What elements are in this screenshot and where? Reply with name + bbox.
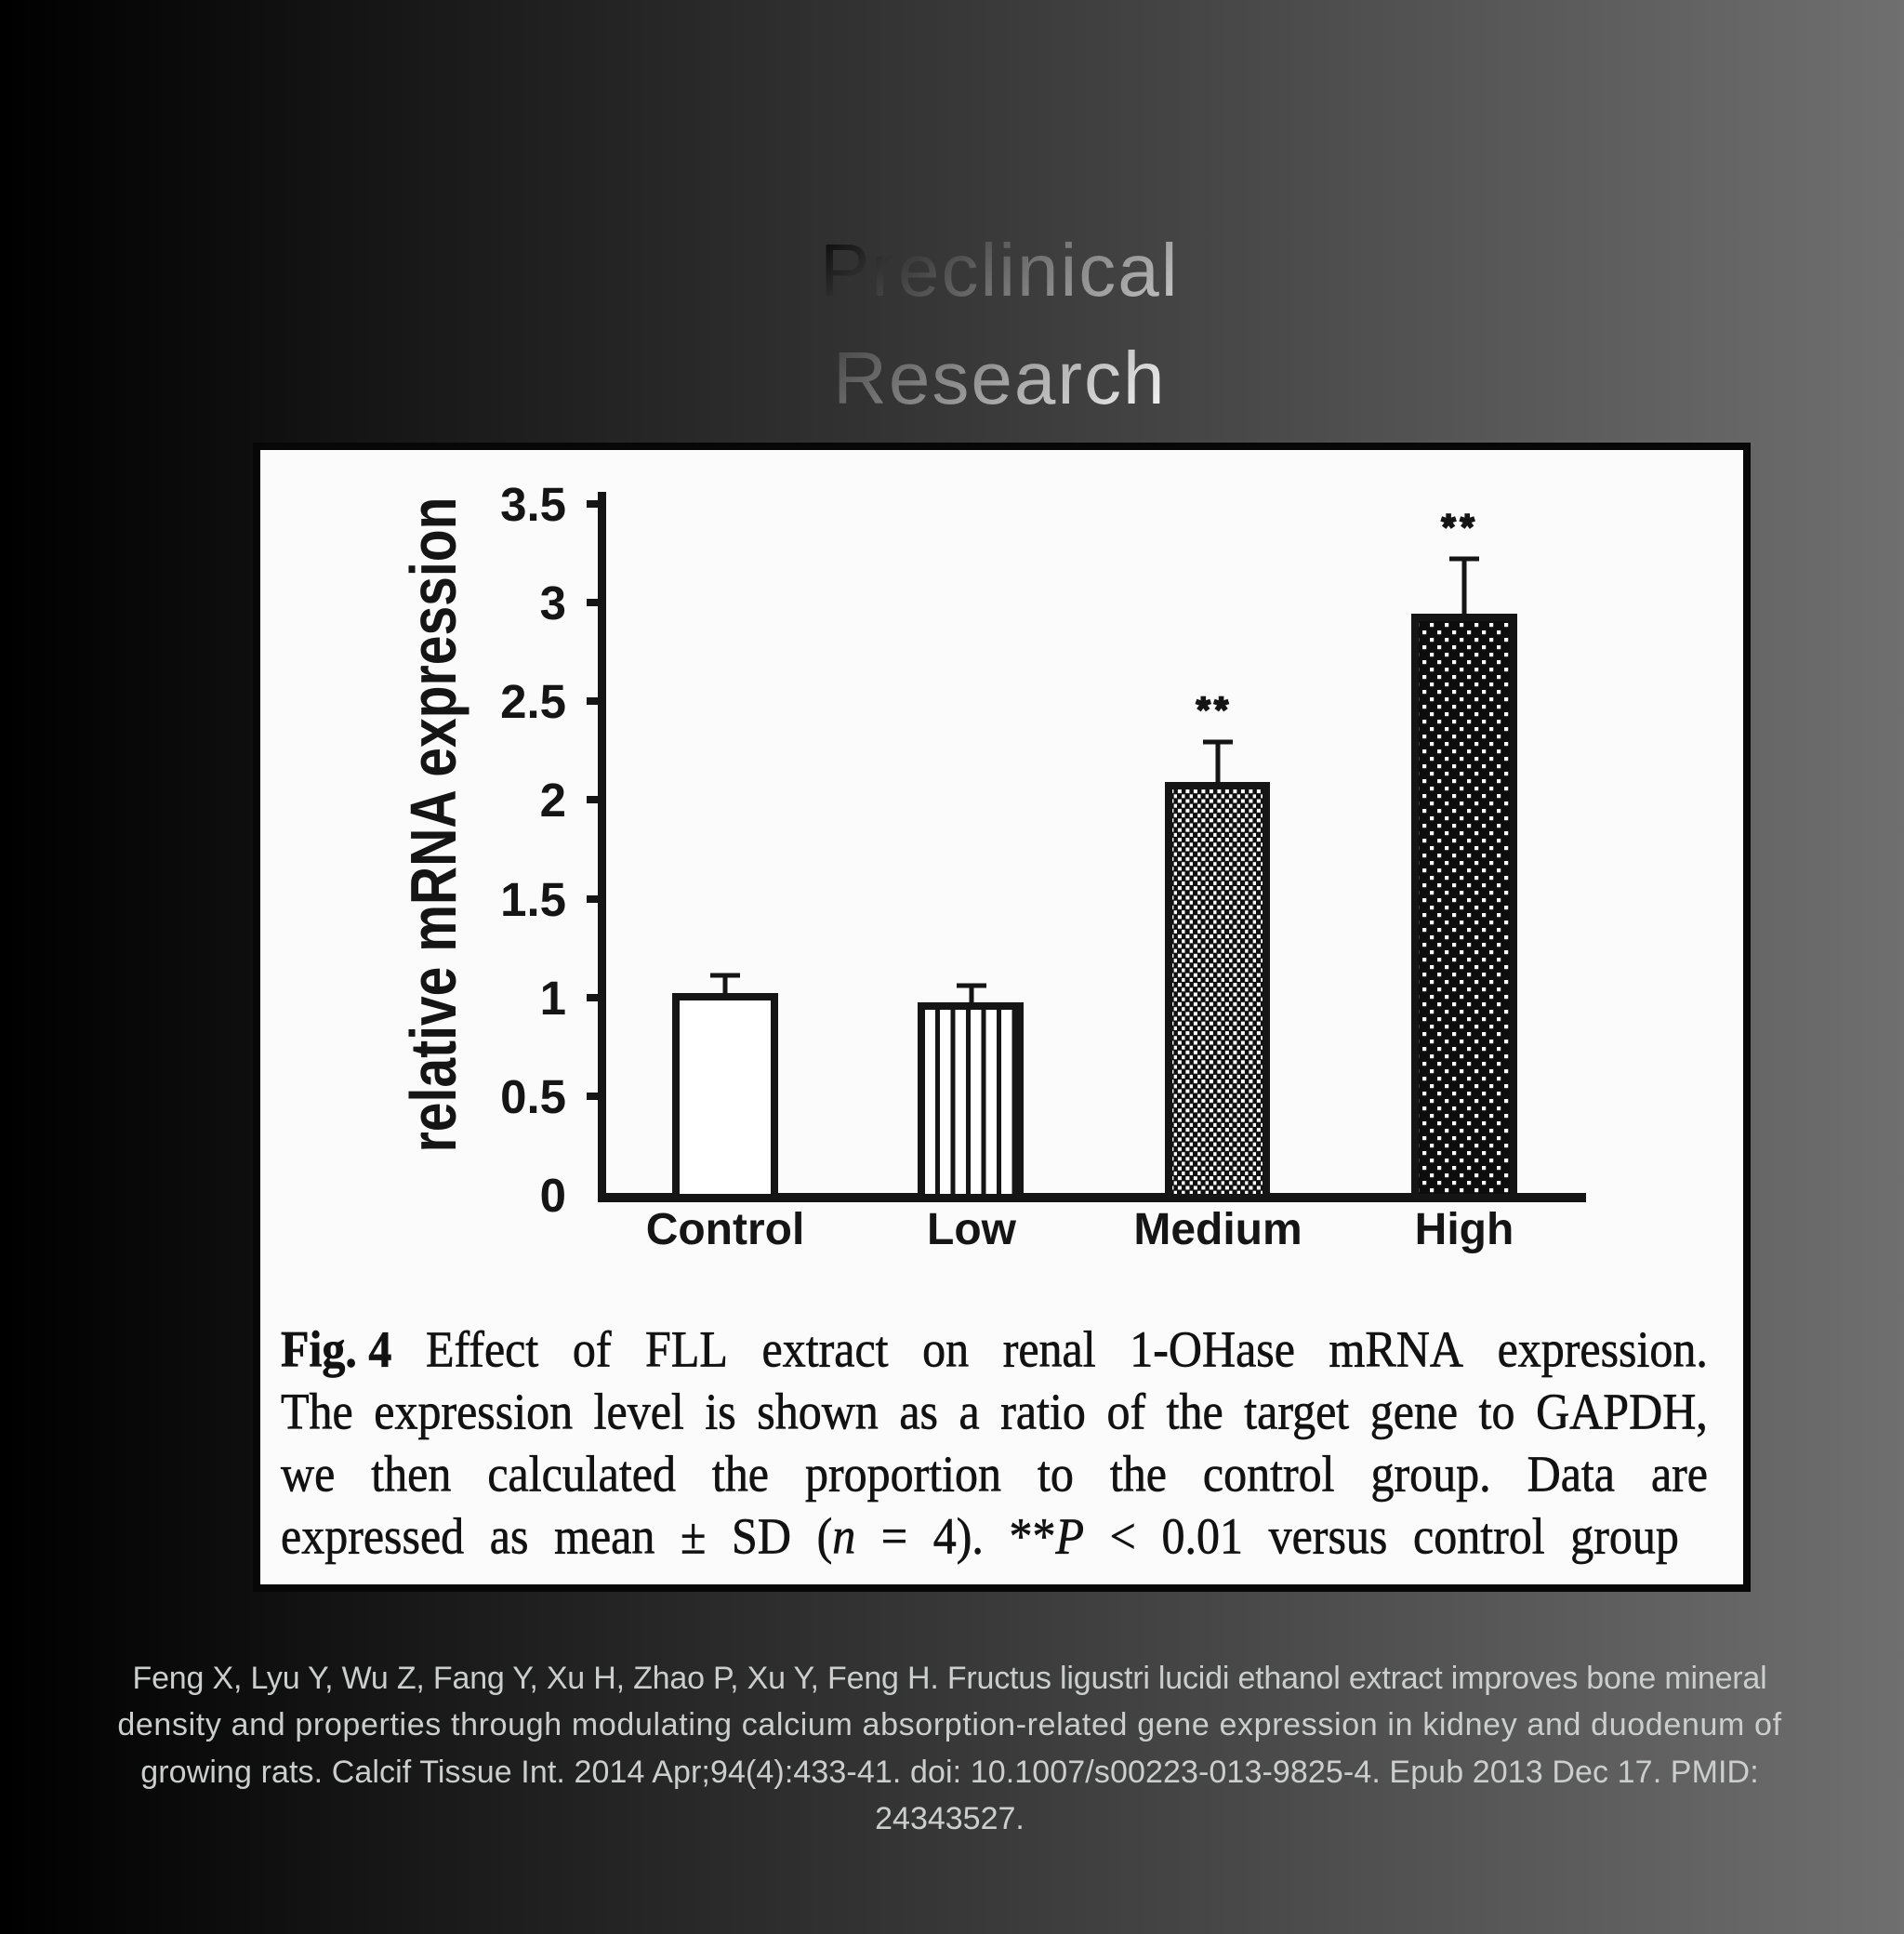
svg-text:1: 1	[540, 972, 566, 1025]
svg-text:3: 3	[540, 576, 566, 629]
svg-text:High: High	[1415, 1205, 1514, 1254]
svg-text:3.5: 3.5	[500, 478, 566, 531]
svg-text:Control: Control	[646, 1205, 805, 1254]
svg-text:Medium: Medium	[1133, 1205, 1302, 1254]
svg-text:2: 2	[540, 774, 566, 827]
svg-text:0: 0	[540, 1169, 566, 1222]
svg-text:Low: Low	[927, 1205, 1017, 1254]
svg-text:0.5: 0.5	[500, 1070, 566, 1123]
svg-text:2.5: 2.5	[500, 675, 566, 728]
svg-text:1.5: 1.5	[500, 873, 566, 926]
svg-text:relative mRNA expression: relative mRNA expression	[396, 497, 469, 1153]
